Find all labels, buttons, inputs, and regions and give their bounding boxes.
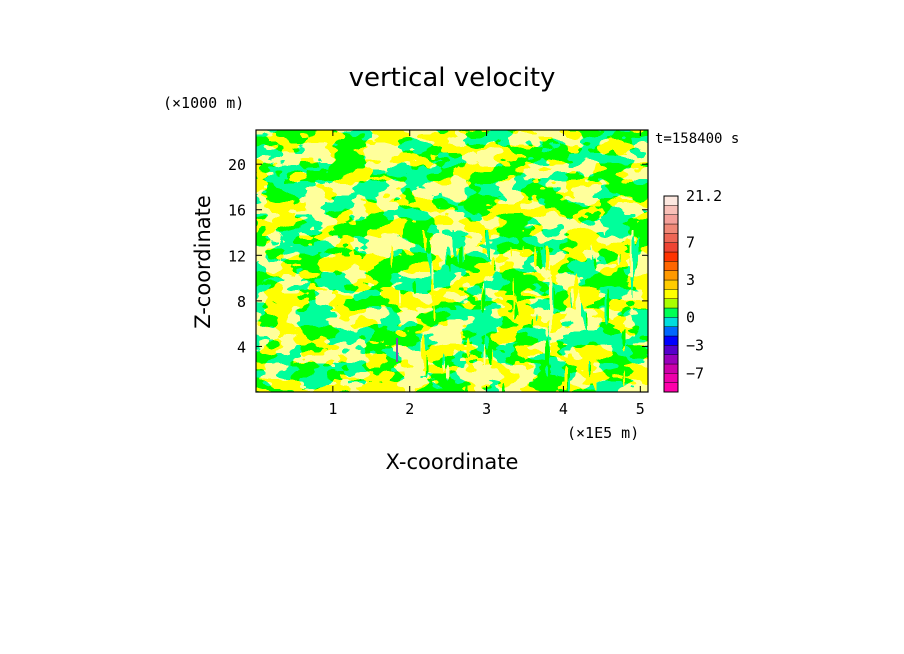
y-tick-label: 12 (228, 247, 246, 265)
y-tick-label: 20 (228, 156, 246, 174)
colorbar-segment (663, 233, 679, 243)
colorbar-segment (663, 382, 679, 393)
y-tick-label: 8 (237, 293, 246, 311)
colorbar-tick-label: 0 (686, 308, 695, 326)
colorbar-segment (663, 242, 679, 253)
colorbar-segment (663, 289, 679, 299)
colorbar-segment (663, 373, 679, 383)
x-tick-label: 2 (405, 400, 414, 418)
colorbar-segment (663, 298, 679, 309)
x-tick-label: 3 (482, 400, 491, 418)
y-tick-label: 4 (237, 338, 246, 356)
chart-title: vertical velocity (349, 63, 556, 93)
colorbar-tick-label: 3 (686, 271, 695, 289)
colorbar-frame (663, 195, 679, 393)
colorbar-segment (663, 205, 679, 215)
x-axis-label: X-coordinate (386, 450, 519, 474)
field-streaks (380, 230, 648, 392)
y-tick-label: 16 (228, 202, 246, 220)
colorbar-segment (663, 317, 679, 327)
colorbar-segment (663, 345, 679, 355)
x-axis: 1 2 3 4 5 (328, 130, 645, 418)
colorbar-segment (663, 261, 679, 271)
colorbar-segment (663, 363, 679, 374)
colorbar-segment (663, 279, 679, 290)
colorbar-tick-label: −7 (686, 364, 704, 382)
y-axis: 4 8 12 16 20 (228, 156, 648, 356)
x-unit-label: (×1E5 m) (567, 424, 639, 442)
colorbar-segment (663, 307, 679, 318)
colorbar-tick-label: 21.2 (686, 187, 722, 205)
colorbar-segment (663, 214, 679, 225)
y-axis-label: Z-coordinate (191, 195, 215, 329)
colorbar-segment (663, 270, 679, 281)
x-tick-label: 4 (559, 400, 568, 418)
colorbar: 21.2 7 3 0 −3 −7 (663, 187, 722, 393)
x-tick-label: 1 (328, 400, 337, 418)
colorbar-segment (663, 335, 679, 346)
time-label: t=158400 s (655, 131, 739, 147)
colorbar-segment (663, 223, 679, 234)
colorbar-tick-label: −3 (686, 336, 704, 354)
colorbar-segment (663, 195, 679, 206)
plot-frame (255, 129, 649, 393)
colorbar-tick-label: 7 (686, 234, 695, 252)
colorbar-segment (663, 354, 679, 365)
colorbar-segment (663, 326, 679, 337)
y-unit-label: (×1000 m) (163, 94, 244, 112)
field-plot (256, 130, 648, 392)
x-tick-label: 5 (636, 400, 645, 418)
colorbar-segment (663, 251, 679, 262)
